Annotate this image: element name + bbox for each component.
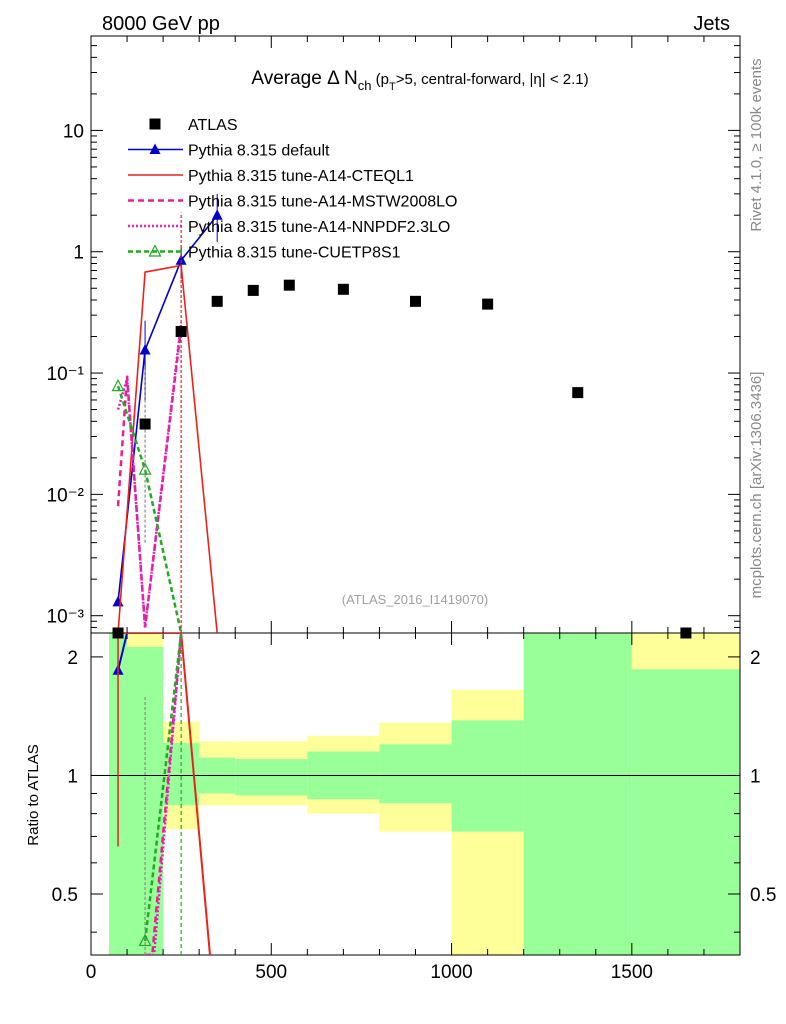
atlas-point-10 (680, 627, 692, 639)
stat-band-6 (379, 744, 452, 804)
header-left-label: 8000 GeV pp (102, 13, 220, 35)
ratio-A14-CTEQL1-line (118, 633, 211, 955)
atlas-point-0 (112, 627, 124, 639)
legend-label-5: Pythia 8.315 tune-CUETP8S1 (188, 245, 401, 262)
atlas-point-1 (139, 418, 151, 430)
legend-marker-1 (149, 143, 161, 154)
ratio-CUETP8S1-pt-0 (138, 933, 152, 947)
y-main-tick-label-2: 10⁻¹ (47, 364, 85, 385)
rivet-label: Rivet 4.1.0, ≥ 100k events (748, 58, 765, 231)
stat-band-8 (523, 633, 632, 955)
legend-label-1: Pythia 8.315 default (188, 143, 330, 160)
y-ratio-tick-label-left-0: 0.5 (52, 885, 78, 906)
title-main: Average Δ N (251, 68, 357, 89)
legend-label-2: Pythia 8.315 tune-A14-CTEQL1 (188, 168, 414, 185)
series-CUETP8S1-pt-1 (138, 462, 152, 475)
series-default-line (117, 214, 218, 602)
title-sub: ch (358, 78, 372, 93)
ratio-y-axis-label: Ratio to ATLAS (25, 744, 42, 845)
atlas-point-4 (247, 284, 259, 296)
series-CUETP8S1-pt-0 (111, 378, 125, 392)
series-default-pt-1 (139, 343, 151, 355)
series-A14-NNPDF2.3LO-line (116, 322, 183, 628)
atlas-point-3 (211, 295, 223, 307)
y-main-tick-label-1: 10⁻² (47, 485, 85, 506)
series-A14-CTEQL1-line (117, 264, 218, 633)
ratio-uncertainty-bands (109, 633, 740, 955)
axes: 0 500 1000 1500 10⁻³ 10⁻² 10⁻¹ 1 10 0.5 0.5 1 1 2 2 (47, 35, 776, 983)
y-ratio-tick-label-right-2: 2 (750, 648, 761, 669)
title-sub2: T (389, 81, 396, 93)
x-tick-label-500: 500 (255, 962, 287, 983)
legend-marker-5 (148, 244, 162, 257)
legend-label-0: ATLAS (188, 117, 238, 134)
atlas-point-7 (410, 295, 421, 307)
ratio-CUETP8S1-line (143, 633, 183, 942)
series-default-pt-3 (211, 209, 223, 220)
series (111, 193, 692, 955)
y-ratio-tick-label-left-1: 1 (67, 766, 78, 787)
watermark: (ATLAS_2016_I1419070) (342, 592, 488, 607)
ratio-series-group (112, 633, 211, 955)
ratio-A14-NNPDF2.3LO-line (145, 633, 183, 955)
atlas-point-9 (572, 387, 584, 399)
legend: ATLAS Pythia 8.315 default Pythia 8.315 tu… (128, 117, 457, 262)
legend-label-3: Pythia 8.315 tune-A14-MSTW2008LO (188, 194, 457, 211)
series-default-pt-0 (112, 595, 124, 607)
stat-band-4 (235, 759, 308, 796)
series-A14-MSTW2008LO-line (116, 326, 183, 628)
stat-band-9 (631, 669, 740, 955)
title-rest-close: >5, central-forward, |η| < 2.1) (396, 71, 589, 88)
y-main-tick-label-4: 10 (63, 121, 84, 142)
atlas-point-8 (482, 298, 494, 310)
x-tick-label-1500: 1500 (611, 962, 653, 983)
y-ratio-tick-label-right-0: 0.5 (750, 885, 776, 906)
chart-title: Average Δ Nch (pT>5, central-forward, |η… (251, 68, 588, 93)
legend-label-4: Pythia 8.315 tune-A14-NNPDF2.3LO (188, 219, 450, 236)
y-main-tick-label-0: 10⁻³ (47, 607, 85, 628)
ratio-default-line (117, 633, 129, 671)
series-default-pt-2 (175, 254, 187, 265)
x-tick-label-1000: 1000 (430, 962, 472, 983)
atlas-point-6 (337, 283, 349, 295)
x-tick-label-0: 0 (86, 962, 97, 983)
atlas-point-5 (283, 279, 295, 291)
legend-marker-0 (149, 118, 161, 130)
y-main-tick-label-3: 1 (73, 243, 84, 264)
main-series-group (111, 193, 223, 633)
y-ratio-tick-label-right-1: 1 (750, 766, 761, 787)
stat-band-7 (451, 720, 524, 832)
y-ratio-tick-label-left-2: 2 (67, 648, 78, 669)
header-right-label: Jets (693, 13, 730, 35)
atlas-point-2 (175, 326, 187, 338)
mcplots-label: mcplots.cern.ch [arXiv:1306.3436] (748, 372, 765, 599)
title-rest-open: (p (371, 71, 389, 88)
